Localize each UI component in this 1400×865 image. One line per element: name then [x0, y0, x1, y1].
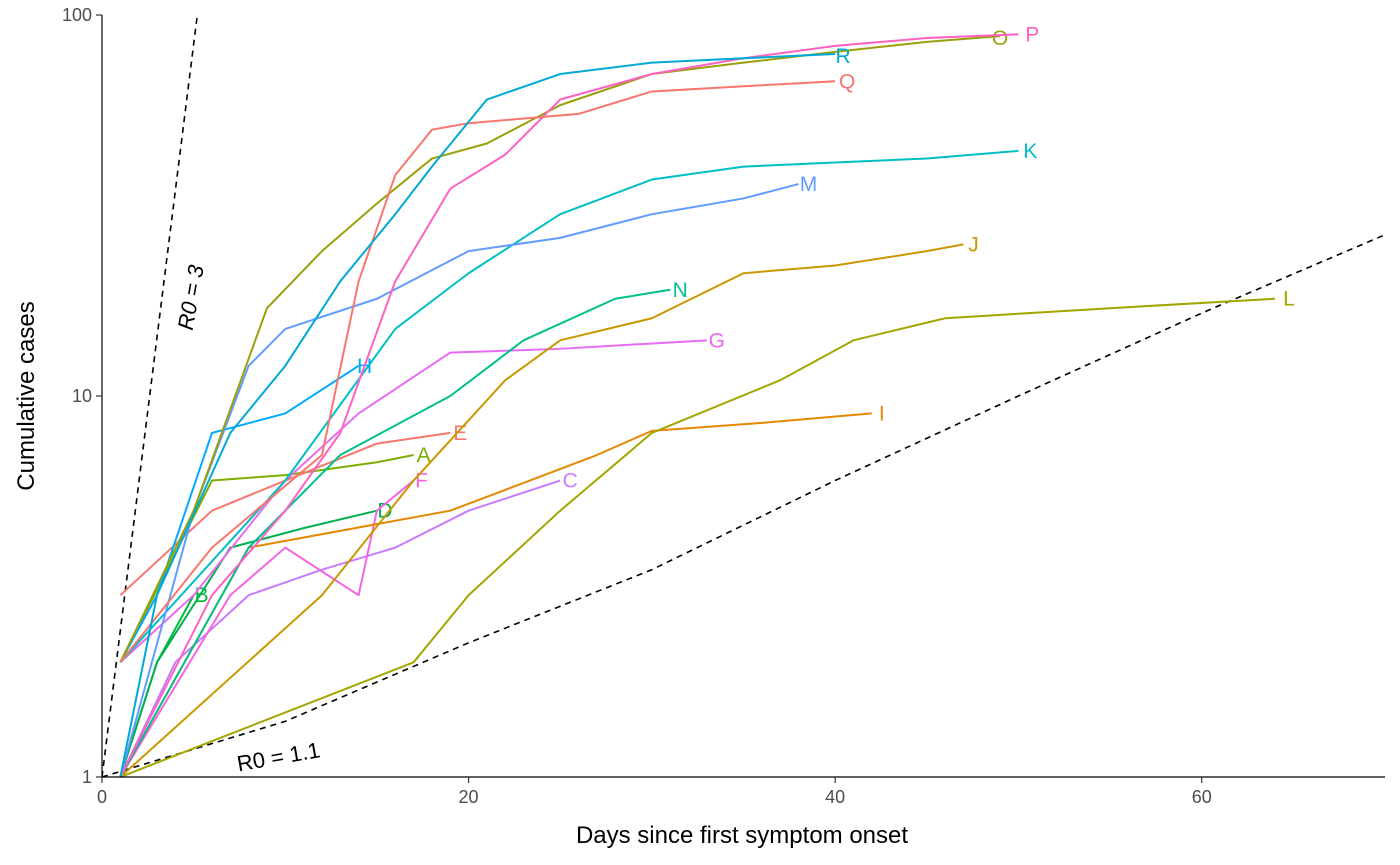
series-line-l [119, 297, 1276, 778]
series-label-k: K [1023, 140, 1037, 163]
series-line-k [119, 149, 1019, 663]
series-line-n [119, 288, 671, 778]
y-tick-label: 10 [72, 386, 92, 406]
series-line-d [119, 509, 378, 778]
series-label-r: R [836, 45, 851, 68]
x-tick-label: 0 [97, 787, 107, 807]
series-label-p: P [1025, 23, 1039, 46]
reference-label-r0-3: R0 = 3 [173, 262, 209, 332]
series-line-f [119, 479, 415, 778]
x-tick-label: 60 [1192, 787, 1212, 807]
series-label-e: E [453, 422, 467, 445]
series-line-o [119, 35, 1001, 663]
series-line-r [119, 53, 836, 778]
series-line-j [119, 243, 964, 778]
series-label-n: N [673, 279, 688, 302]
series-label-d: D [377, 500, 392, 523]
y-tick-label: 1 [82, 767, 92, 787]
series-label-j: J [968, 233, 979, 256]
y-tick-label: 100 [62, 5, 92, 25]
series-label-c: C [563, 470, 578, 493]
series-line-p [119, 33, 1019, 778]
series-label-m: M [800, 173, 818, 196]
x-axis-title: Days since first symptom onset [576, 822, 908, 849]
reference-label-r0-1-1: R0 = 1.1 [235, 737, 322, 776]
series-line-g [119, 339, 707, 664]
series-label-g: G [709, 329, 725, 352]
series-line-m [119, 183, 799, 778]
series-label-o: O [992, 27, 1008, 50]
reference-line-r0-1-1 [101, 234, 1386, 778]
series-line-h [119, 364, 360, 663]
axes: 0 20 40 60 1 10 100 [62, 5, 1385, 807]
series-line-a [119, 454, 414, 663]
series-label-i: I [879, 402, 885, 425]
series-label-l: L [1283, 288, 1295, 311]
x-tick-label: 20 [459, 787, 479, 807]
x-tick-label: 40 [825, 787, 845, 807]
reference-line-r0-3 [101, 14, 199, 778]
series-label-a: A [417, 444, 431, 467]
y-axis-title: Cumulative cases [13, 301, 40, 490]
series-line-c [119, 479, 561, 778]
series-line-i [119, 412, 872, 778]
series-label-q: Q [839, 70, 855, 93]
series-line-q [119, 80, 836, 663]
